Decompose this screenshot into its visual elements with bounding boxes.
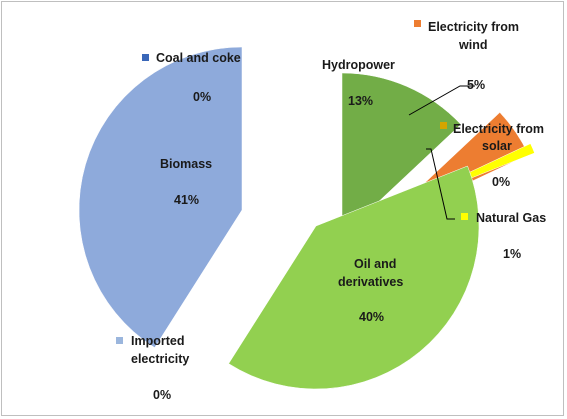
solar-value-label: 0% <box>492 175 510 189</box>
pie-slice-oil-and-derivatives <box>228 165 480 390</box>
imported-value-label: 0% <box>153 388 171 402</box>
wind-name-label-line2: wind <box>458 38 487 52</box>
hydro-value-label: 13% <box>348 94 373 108</box>
biomass-value-label: 41% <box>174 193 199 207</box>
pie-slice-hydropower <box>341 72 462 237</box>
imported-marker <box>116 337 123 344</box>
wind-name-label-line1: Electricity from <box>428 20 519 34</box>
wind-value-label: 5% <box>467 78 485 92</box>
gas-marker <box>461 213 468 220</box>
wind-leader-line <box>408 85 475 116</box>
pie-slices <box>78 46 535 390</box>
solar-leader-line <box>426 148 455 220</box>
oil-name-label-line2: derivatives <box>338 275 403 289</box>
coal-name-label: Coal and coke <box>156 51 241 65</box>
solar-name-label-line1: Electricity from <box>453 122 544 136</box>
pie-slice-biomass <box>78 46 243 348</box>
imported-name-label-line1: Imported <box>131 334 184 348</box>
gas-name-label: Natural Gas <box>476 211 546 225</box>
wind-marker <box>414 20 421 27</box>
biomass-name-label: Biomass <box>160 157 212 171</box>
hydro-name-label: Hydropower <box>322 58 395 72</box>
imported-name-label-line2: electricity <box>131 352 189 366</box>
coal-value-label: 0% <box>193 90 211 104</box>
oil-name-label-line1: Oil and <box>354 257 396 271</box>
coal-marker <box>142 54 149 61</box>
solar-marker <box>440 122 447 129</box>
solar-name-label-line2: solar <box>482 139 512 153</box>
gas-value-label: 1% <box>503 247 521 261</box>
oil-value-label: 40% <box>359 310 384 324</box>
